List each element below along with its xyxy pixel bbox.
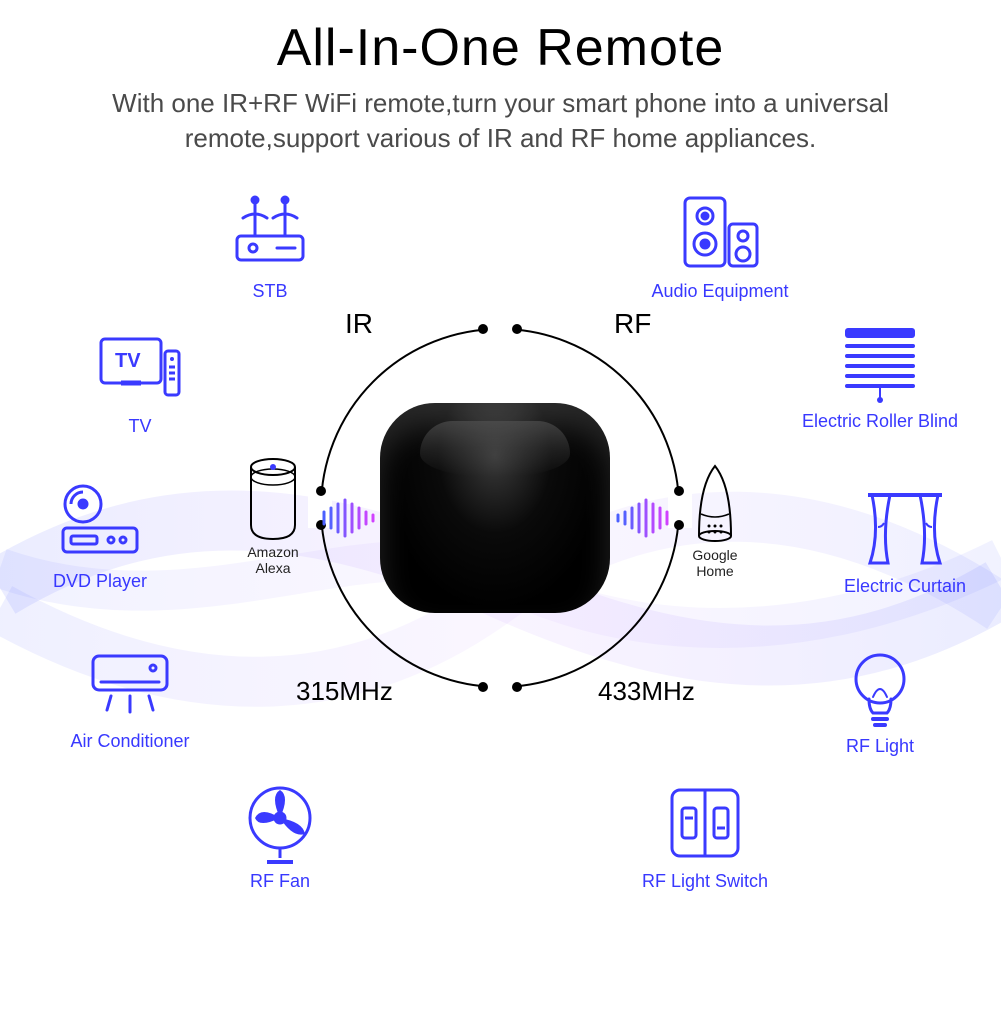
diagram-canvas: IR RF 315MHz 433MHz xyxy=(0,198,1001,1018)
blind-icon xyxy=(835,318,925,408)
ring-label-315: 315MHz xyxy=(296,676,393,707)
soundwave-right xyxy=(614,498,674,538)
device-audio: Audio Equipment xyxy=(630,188,810,302)
alexa-icon xyxy=(243,453,303,543)
device-blind: Electric Roller Blind xyxy=(790,318,970,432)
ac-icon xyxy=(85,638,175,728)
ring-label-rf: RF xyxy=(614,308,651,340)
fan-icon xyxy=(235,778,325,868)
page-subtitle: With one IR+RF WiFi remote,turn your sma… xyxy=(40,86,961,156)
device-stb: STB xyxy=(200,188,340,302)
device-curtain: Electric Curtain xyxy=(820,483,990,597)
ac-label: Air Conditioner xyxy=(50,732,210,752)
ring-label-433: 433MHz xyxy=(598,676,695,707)
stb-icon xyxy=(225,188,315,278)
audio-label: Audio Equipment xyxy=(630,282,810,302)
ring-label-ir: IR xyxy=(345,308,373,340)
tv-icon: TV xyxy=(95,323,185,413)
light-label: RF Light xyxy=(810,737,950,757)
light-icon xyxy=(835,643,925,733)
switch-icon xyxy=(660,778,750,868)
device-ac: Air Conditioner xyxy=(50,638,210,752)
tv-label: TV xyxy=(70,417,210,437)
curtain-label: Electric Curtain xyxy=(820,577,990,597)
alexa-speaker: Amazon Alexa xyxy=(238,453,308,576)
device-switch: RF Light Switch xyxy=(620,778,790,892)
google-label: Google Home xyxy=(680,547,750,579)
dvd-label: DVD Player xyxy=(30,572,170,592)
dvd-icon xyxy=(55,478,145,568)
audio-icon xyxy=(675,188,765,278)
alexa-label: Amazon Alexa xyxy=(238,544,308,576)
device-light: RF Light xyxy=(810,643,950,757)
soundwave-left xyxy=(320,498,380,538)
device-tv: TV TV xyxy=(70,323,210,437)
device-fan: RF Fan xyxy=(210,778,350,892)
page-title: All-In-One Remote xyxy=(0,18,1001,78)
svg-text:TV: TV xyxy=(115,350,141,372)
switch-label: RF Light Switch xyxy=(620,872,790,892)
curtain-icon xyxy=(860,483,950,573)
google-speaker: Google Home xyxy=(680,456,750,579)
hub-device xyxy=(380,403,610,613)
blind-label: Electric Roller Blind xyxy=(790,412,970,432)
fan-label: RF Fan xyxy=(210,872,350,892)
stb-label: STB xyxy=(200,282,340,302)
google-home-icon xyxy=(685,456,745,546)
device-dvd: DVD Player xyxy=(30,478,170,592)
